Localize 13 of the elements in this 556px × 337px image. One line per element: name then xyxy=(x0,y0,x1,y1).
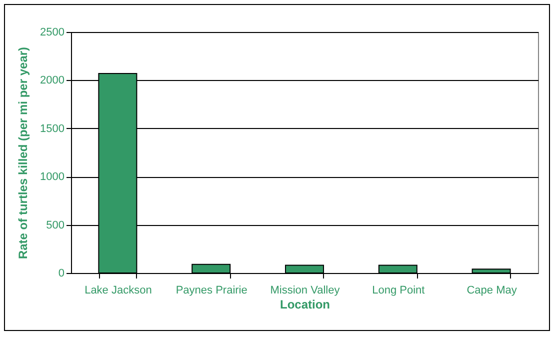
y-tick-label: 1500 xyxy=(40,122,64,135)
y-tick-label: 2500 xyxy=(40,26,64,38)
y-tick-label: 0 xyxy=(58,268,64,280)
x-tick-label: Cape May xyxy=(466,284,518,296)
y-tick-label: 1000 xyxy=(40,171,64,184)
y-axis-title: Rate of turtles killed (per mi per year) xyxy=(16,46,30,260)
x-tick-label: Mission Valley xyxy=(270,284,340,296)
x-tick-label: Lake Jackson xyxy=(84,284,152,296)
y-tick-label: 500 xyxy=(46,219,64,232)
x-tick-label: Paynes Prairie xyxy=(176,284,248,296)
y-tick-label: 2000 xyxy=(40,74,64,87)
x-axis-title: Location xyxy=(280,298,330,312)
x-tick-label: Long Point xyxy=(372,284,425,296)
